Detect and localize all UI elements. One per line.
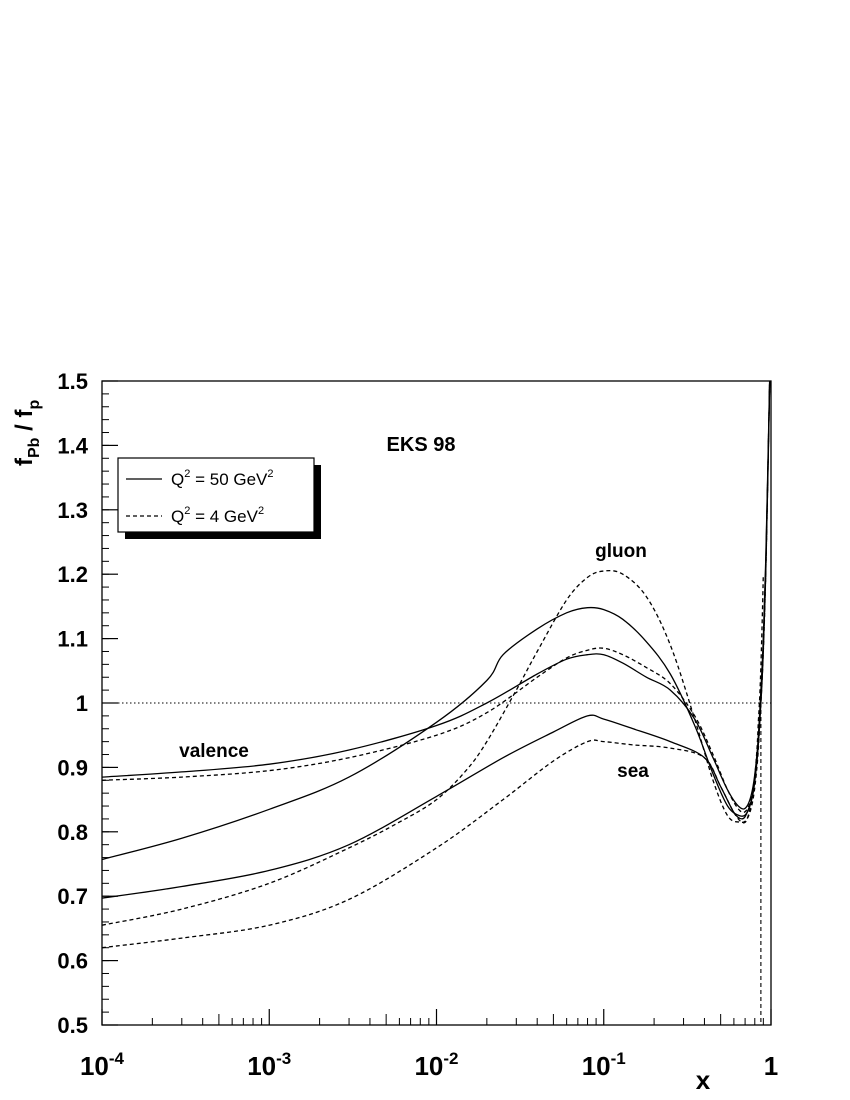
- x-axis-label: x: [696, 1065, 711, 1095]
- y-tick-label: 1: [76, 691, 88, 716]
- y-tick-label: 1.4: [57, 433, 88, 458]
- annotation-valence: valence: [179, 741, 249, 762]
- x-tick-label: 10-4: [80, 1049, 125, 1081]
- x-tick-labels: 10-4 10-3 10-2 10-1 1: [80, 1049, 778, 1081]
- y-axis-label: fPb / fp: [11, 400, 43, 466]
- y-tick-label: 0.7: [57, 884, 88, 909]
- y-tick-label: 0.5: [57, 1013, 88, 1038]
- x-tick-label: 1: [764, 1051, 778, 1081]
- legend-box: [117, 457, 315, 533]
- y-tick-label: 1.2: [57, 562, 88, 587]
- y-tick-label: 0.9: [57, 755, 88, 780]
- y-tick-label: 1.5: [57, 369, 88, 394]
- series-sea-q2-4: [102, 574, 764, 949]
- y-tick-label: 1.3: [57, 498, 88, 523]
- plot-frame: [101, 380, 772, 1026]
- series-valence-q2-50: [102, 381, 771, 810]
- y-tick-label: 0.8: [57, 820, 88, 845]
- chart-title: EKS 98: [387, 434, 456, 456]
- legend-label-q2-4: Q2 = 4 GeV2: [171, 505, 264, 526]
- annotation-gluon: gluon: [595, 541, 647, 562]
- legend-label-q2-50: Q2 = 50 GeV2: [171, 468, 274, 489]
- series-gluon-q2-50: [102, 381, 771, 861]
- y-tick-labels: 0.5 0.6 0.7 0.8 0.9 1 1.1 1.2 1.3 1.4 1.5: [57, 369, 88, 1038]
- curves: [102, 381, 771, 1025]
- x-tick-label: 10-3: [247, 1049, 291, 1081]
- x-tick-label: 10-1: [582, 1049, 626, 1081]
- annotation-sea: sea: [617, 761, 649, 782]
- series-gluon-q2-4: [102, 381, 771, 926]
- y-tick-label: 0.6: [57, 949, 88, 974]
- series-sea-q2-50: [102, 381, 771, 899]
- x-tick-label: 10-2: [414, 1049, 458, 1081]
- legend: Q2 = 50 GeV2 Q2 = 4 GeV2: [117, 457, 321, 539]
- y-tick-label: 1.1: [57, 627, 88, 652]
